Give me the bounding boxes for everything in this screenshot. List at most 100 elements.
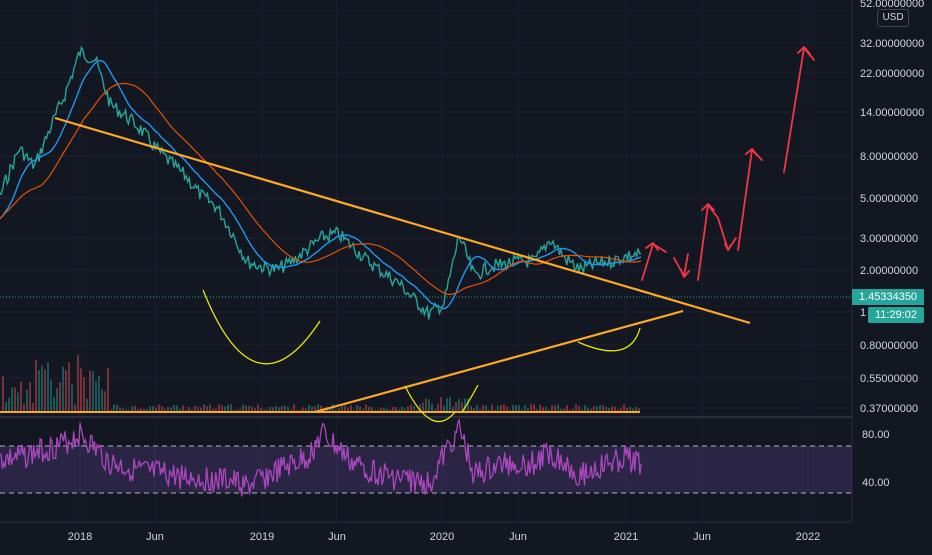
time-tick-label: Jun — [328, 531, 346, 543]
volume-bar — [605, 407, 607, 412]
volume-bars — [2, 354, 640, 412]
volume-bar — [293, 404, 295, 412]
volume-bar — [611, 406, 613, 412]
volume-bar — [218, 404, 220, 412]
volume-bar — [215, 408, 217, 412]
volume-bar — [83, 377, 85, 412]
volume-bar — [473, 408, 475, 412]
volume-bar — [59, 382, 61, 412]
volume-bar — [443, 405, 445, 412]
volume-bar — [581, 409, 583, 412]
price-tick-label: 52.00000000 — [860, 0, 924, 10]
volume-bar — [191, 409, 193, 412]
price-tick-label: 0.37000000 — [860, 403, 918, 415]
volume-bar — [320, 405, 322, 412]
volume-bar — [413, 405, 415, 412]
volume-bar — [170, 407, 172, 412]
volume-bar — [248, 405, 250, 412]
volume-bar — [587, 407, 589, 412]
volume-bar — [554, 405, 556, 412]
volume-bar — [143, 409, 145, 412]
price-tick-label: 22.00000000 — [860, 68, 924, 80]
volume-bar — [425, 398, 427, 412]
time-axis[interactable]: 2018 Jun 2019 Jun 2020 Jun 2021 Jun 2022 — [68, 531, 820, 543]
volume-bar — [356, 404, 358, 412]
volume-bar — [20, 381, 22, 412]
volume-bar — [458, 398, 460, 412]
volume-bar — [131, 406, 133, 412]
volume-bar — [494, 409, 496, 412]
volume-bar — [185, 409, 187, 412]
volume-bar — [86, 398, 88, 412]
volume-bar — [41, 365, 43, 412]
projection-arrowheads — [645, 46, 811, 278]
volume-bar — [569, 409, 571, 412]
volume-bar — [113, 404, 115, 412]
volume-bar — [461, 402, 463, 412]
volume-bar — [521, 409, 523, 412]
volume-bar — [380, 407, 382, 412]
volume-bar — [212, 408, 214, 412]
volume-bar — [629, 406, 631, 412]
volume-bar — [116, 404, 118, 412]
volume-bar — [335, 409, 337, 412]
volume-bar — [431, 403, 433, 412]
volume-bar — [122, 408, 124, 412]
volume-bar — [176, 405, 178, 412]
volume-bar — [254, 408, 256, 412]
volume-bar — [539, 404, 541, 412]
volume-bar — [623, 404, 625, 412]
rsi-axis[interactable]: 80.00 40.00 — [862, 429, 890, 489]
volume-bar — [518, 405, 520, 412]
volume-bar — [602, 405, 604, 412]
currency-badge[interactable]: USD — [877, 9, 909, 27]
volume-bar — [137, 409, 139, 412]
volume-bar — [422, 402, 424, 412]
volume-bar — [437, 403, 439, 412]
volume-bar — [203, 404, 205, 412]
volume-bar — [614, 406, 616, 412]
volume-bar — [14, 387, 16, 412]
volume-bar — [371, 407, 373, 412]
volume-bar — [224, 406, 226, 412]
volume-bar — [98, 375, 100, 412]
volume-bar — [434, 409, 436, 412]
volume-bar — [251, 406, 253, 412]
volume-bar — [599, 405, 601, 412]
volume-bar — [146, 409, 148, 412]
time-tick-label: Jun — [693, 531, 711, 543]
volume-bar — [509, 409, 511, 412]
volume-bar — [206, 406, 208, 412]
volume-bar — [134, 405, 136, 412]
volume-bar — [128, 409, 130, 412]
volume-bar — [317, 404, 319, 412]
volume-bar — [578, 405, 580, 412]
volume-bar — [512, 404, 514, 412]
descending-trendline — [54, 116, 751, 325]
volume-bar — [476, 405, 478, 412]
volume-bar — [287, 406, 289, 412]
volume-bar — [140, 408, 142, 412]
volume-bar — [44, 369, 46, 412]
volume-bar — [491, 404, 493, 412]
volume-bar — [440, 396, 442, 412]
volume-bar — [359, 406, 361, 412]
volume-bar — [263, 409, 265, 412]
volume-bar — [290, 409, 292, 412]
volume-bar — [368, 406, 370, 412]
volume-bar — [329, 408, 331, 412]
volume-bar — [236, 409, 238, 412]
volume-bar — [278, 407, 280, 412]
volume-bar — [62, 366, 64, 412]
volume-bar — [560, 408, 562, 412]
volume-bar — [125, 409, 127, 412]
volume-bar — [5, 401, 7, 412]
volume-bar — [428, 399, 430, 412]
volume-bar — [404, 408, 406, 412]
volume-bar — [365, 404, 367, 412]
volume-bar — [350, 405, 352, 412]
volume-bar — [590, 408, 592, 412]
volume-bar — [470, 406, 472, 412]
volume-bar — [464, 398, 466, 412]
price-axis[interactable]: 52.00000000 32.00000000 22.00000000 14.0000… — [860, 0, 924, 415]
